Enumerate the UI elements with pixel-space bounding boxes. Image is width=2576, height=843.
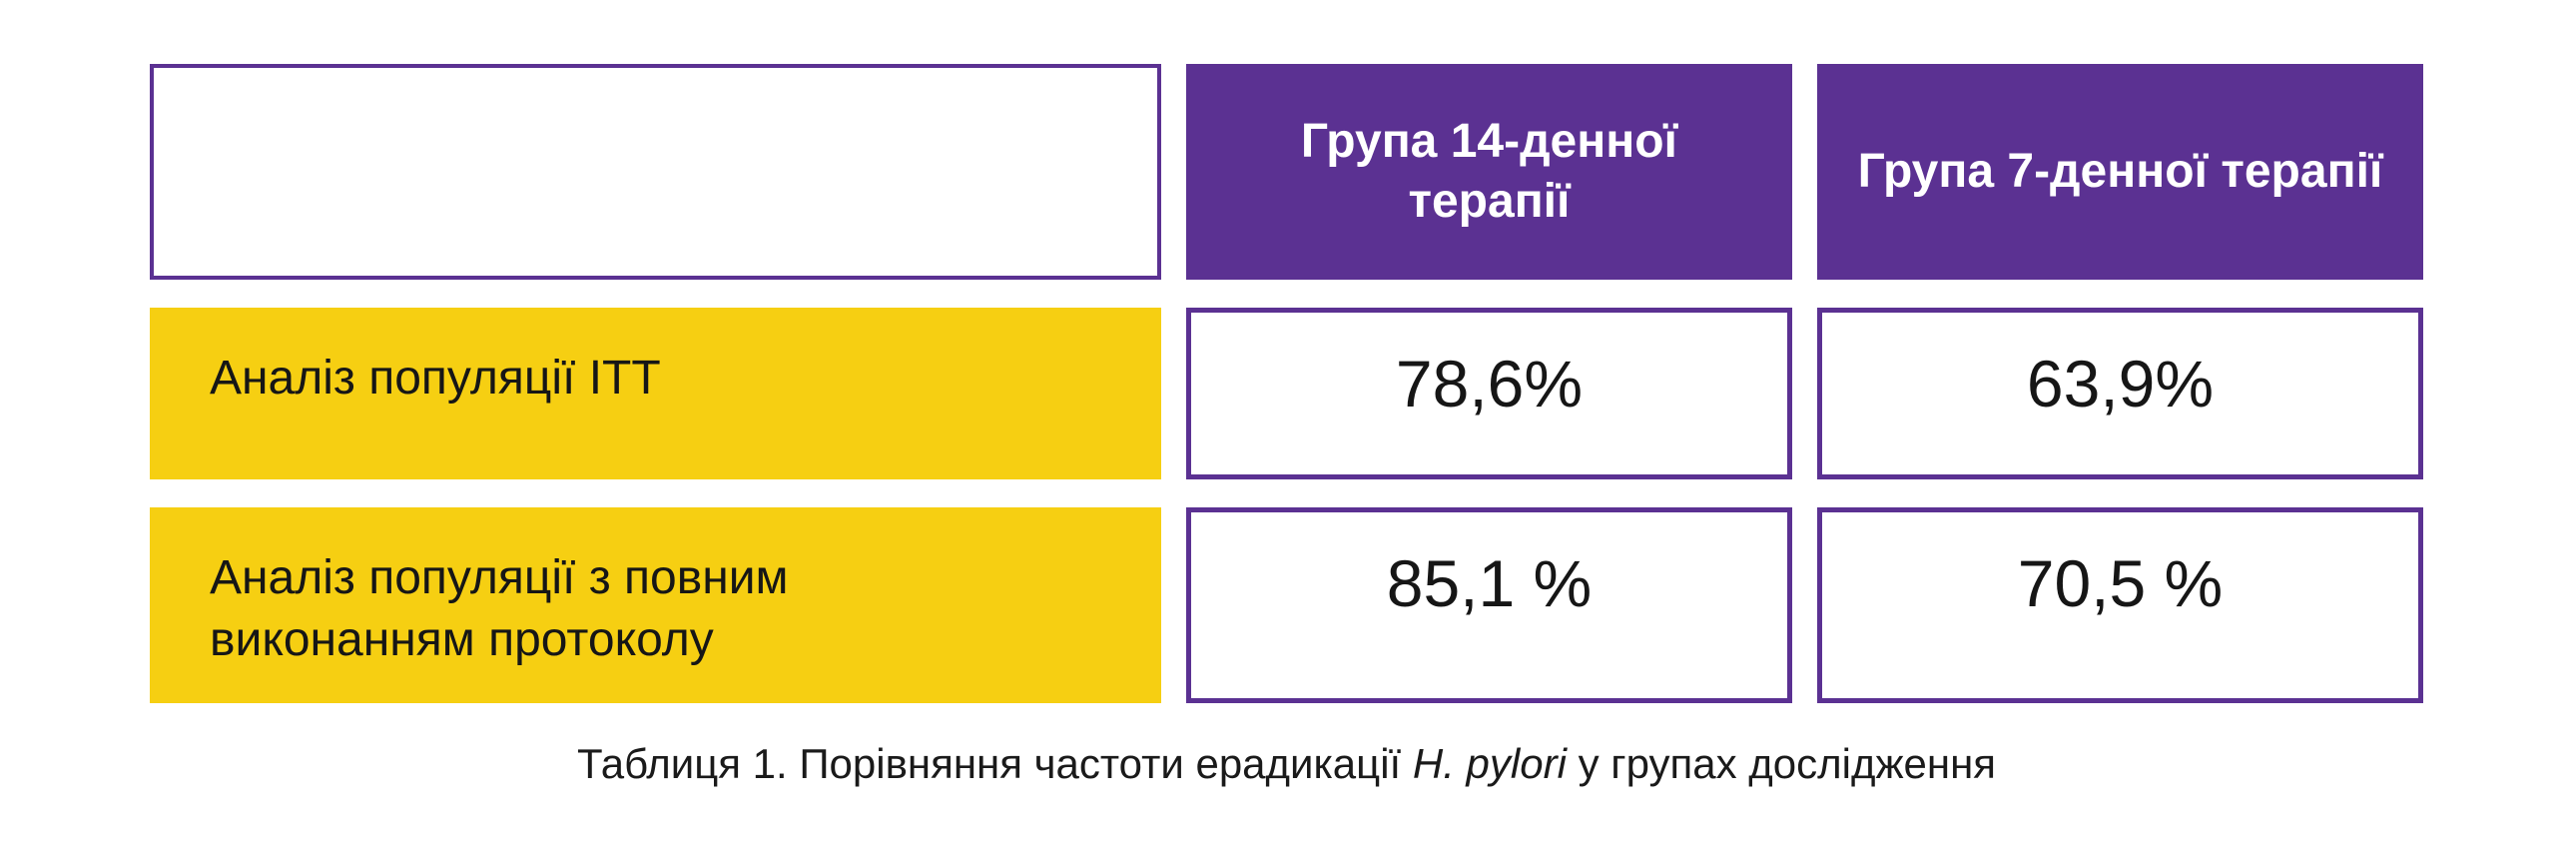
column-header-7-day-group: Група 7-денної терапії	[1817, 64, 2423, 280]
column-header-label: Група 7-денної терапії	[1857, 145, 2383, 198]
value-cell-per-protocol-7-day: 70,5 %	[1817, 507, 2423, 703]
value-text: 78,6%	[1395, 347, 1584, 421]
table-caption: Таблиця 1. Порівняння частоти ерадикації…	[150, 739, 2423, 789]
table-corner-cell	[150, 64, 1161, 280]
value-cell-per-protocol-14-day: 85,1 %	[1186, 507, 1792, 703]
row-header-label: Аналіз популяції з повним виконанням про…	[210, 551, 789, 667]
value-text: 85,1 %	[1386, 546, 1593, 620]
value-cell-itt-14-day: 78,6%	[1186, 308, 1792, 479]
caption-prefix: Таблиця 1. Порівняння частоти ерадикації	[576, 740, 1413, 787]
caption-suffix: у групах дослідження	[1566, 740, 1997, 787]
value-text: 63,9%	[2026, 347, 2215, 421]
row-header-label: Аналіз популяції ITT	[210, 352, 661, 405]
row-header-per-protocol-analysis: Аналіз популяції з повним виконанням про…	[150, 507, 1161, 703]
row-header-itt-analysis: Аналіз популяції ITT	[150, 308, 1161, 479]
value-cell-itt-7-day: 63,9%	[1817, 308, 2423, 479]
comparison-table: Група 14-денної терапії Група 7-денної т…	[150, 64, 2423, 703]
caption-species-name: H. pylori	[1412, 740, 1567, 787]
column-header-14-day-group: Група 14-денної терапії	[1186, 64, 1792, 280]
column-header-label: Група 14-денної терапії	[1300, 115, 1678, 228]
value-text: 70,5 %	[2017, 546, 2224, 620]
